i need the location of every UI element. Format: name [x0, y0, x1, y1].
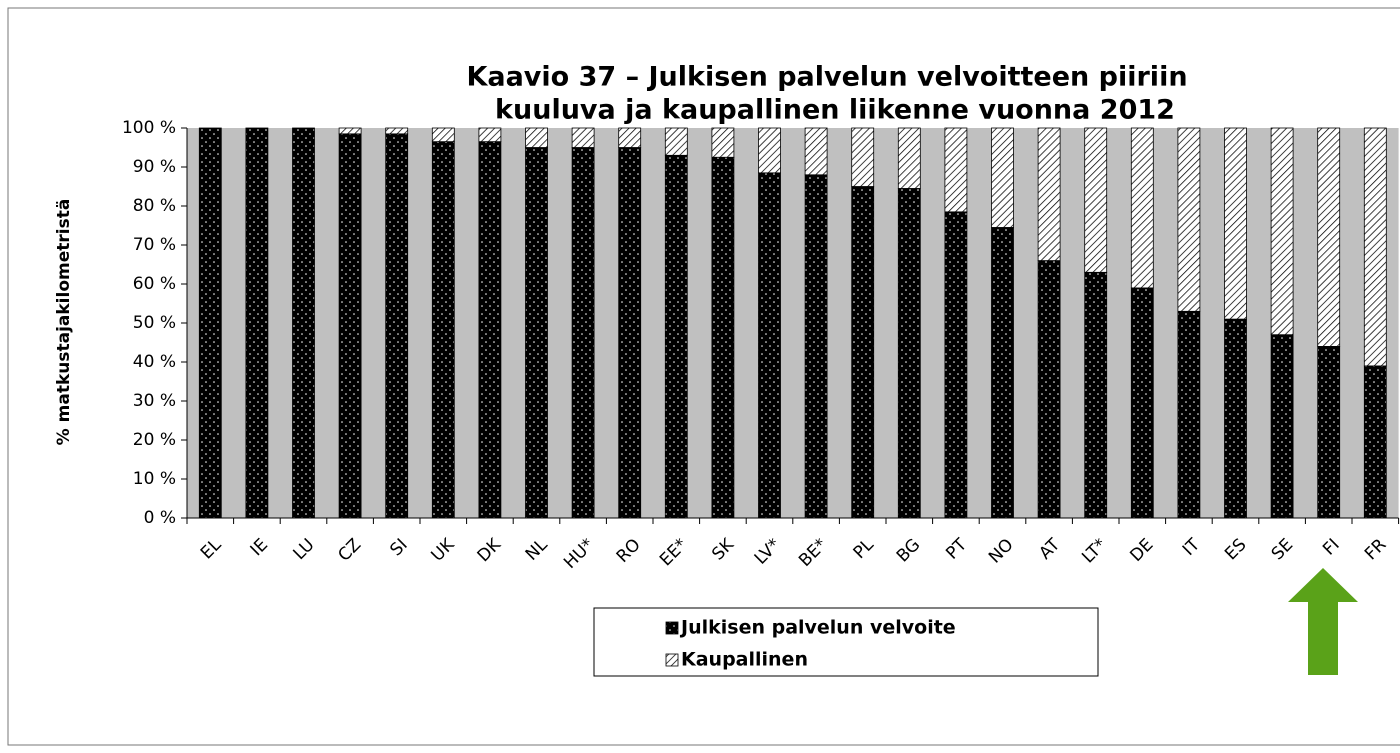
legend-swatch: [665, 621, 679, 635]
y-tick-label: 100 %: [122, 118, 176, 138]
y-tick-label: 20 %: [133, 430, 176, 450]
y-axis-label: % matkustajakilometristä: [54, 199, 74, 446]
bar-segment: [991, 127, 1014, 228]
bar-segment: [525, 127, 548, 148]
bar-segment: [664, 127, 688, 156]
bar-segment: [478, 141, 502, 519]
bar-segment: [851, 186, 875, 519]
bar-segment: [431, 141, 455, 519]
y-tick-label: 30 %: [133, 391, 176, 411]
bar-segment: [664, 154, 688, 519]
bar-segment: [1037, 127, 1061, 262]
bar-segment: [1084, 127, 1108, 273]
y-tick-label: 0 %: [144, 508, 176, 528]
bar-segment: [338, 133, 362, 519]
bar-segment: [478, 127, 502, 143]
bar-segment: [897, 127, 921, 189]
bar-segment: [897, 188, 921, 519]
y-tick-label: 10 %: [133, 469, 176, 489]
y-tick-label: 50 %: [133, 313, 176, 333]
bar-segment: [1317, 127, 1341, 347]
bar-segment: [991, 227, 1014, 519]
bar-segment: [1270, 127, 1294, 336]
bar-segment: [618, 147, 642, 519]
bar-segment: [1363, 365, 1387, 519]
highlight-arrow: [1288, 568, 1358, 675]
bar-segment: [804, 174, 828, 519]
bar-segment: [571, 127, 595, 148]
chart-title: Kaavio 37 – Julkisen palvelun velvoittee…: [466, 62, 1187, 93]
y-tick-label: 40 %: [133, 352, 176, 372]
bar-segment: [1084, 271, 1108, 519]
bar-segment: [1037, 260, 1061, 519]
y-tick-label: 60 %: [133, 274, 176, 294]
bar-segment: [944, 211, 968, 519]
bar-segment: [1224, 127, 1247, 320]
bar-segment: [198, 127, 222, 519]
bar-segment: [385, 127, 409, 135]
bar-segment: [1177, 310, 1201, 519]
bar-segment: [851, 127, 875, 187]
bar-segment: [944, 127, 968, 213]
legend-swatch: [665, 653, 679, 667]
bar-segment: [711, 156, 735, 519]
bar-segment: [525, 147, 548, 519]
bar-segment: [1224, 318, 1247, 519]
bar-segment: [245, 127, 269, 519]
bar-segment: [711, 127, 735, 158]
y-tick-label: 90 %: [133, 157, 176, 177]
bar-segment: [1130, 287, 1154, 519]
bar-segment: [571, 147, 595, 519]
bar-segment: [338, 127, 362, 135]
bar-segment: [1270, 334, 1294, 519]
bar-segment: [1130, 127, 1154, 289]
y-tick-label: 70 %: [133, 235, 176, 255]
bar-segment: [1317, 345, 1341, 519]
bar-segment: [385, 133, 409, 519]
legend-label: Kaupallinen: [681, 649, 808, 671]
plot-area: [187, 128, 1399, 518]
bar-segment: [292, 127, 315, 519]
bar-segment: [1177, 127, 1201, 312]
bar-segment: [1363, 127, 1387, 367]
bar-segment: [758, 172, 781, 519]
y-tick-label: 80 %: [133, 196, 176, 216]
chart-title: kuuluva ja kaupallinen liikenne vuonna 2…: [495, 95, 1175, 126]
bar-segment: [804, 127, 828, 176]
legend-label: Julkisen palvelun velvoite: [679, 617, 956, 639]
bar-segment: [618, 127, 642, 148]
bar-segment: [431, 127, 455, 143]
bar-segment: [758, 127, 781, 174]
